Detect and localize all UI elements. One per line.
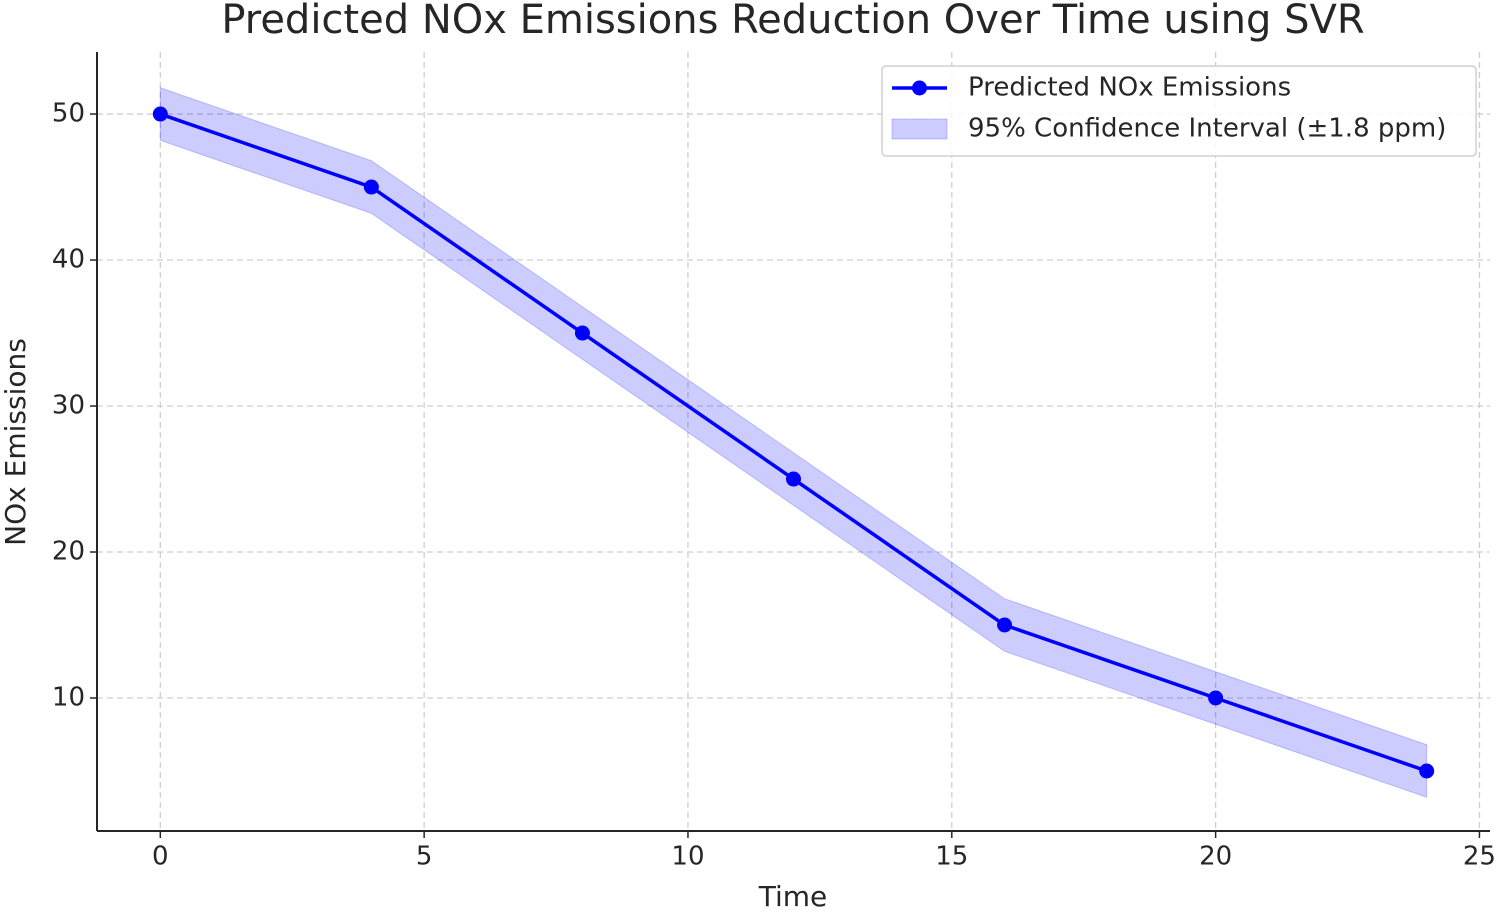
- x-tick-label: 25: [1463, 842, 1496, 872]
- y-tick-label: 30: [52, 391, 85, 421]
- x-tick-label: 15: [935, 842, 968, 872]
- y-tick-label: 20: [52, 537, 85, 567]
- legend-frame: [881, 65, 1477, 157]
- confidence-band: [159, 87, 1428, 798]
- data-point: [363, 179, 379, 195]
- x-tick-label: 0: [152, 842, 169, 872]
- x-tick-label: 5: [416, 842, 433, 872]
- y-axis-label: NOx Emissions: [0, 338, 32, 546]
- x-axis-label: Time: [758, 880, 828, 913]
- legend-label: Predicted NOx Emissions: [968, 73, 1291, 103]
- x-tick-label: 20: [1199, 842, 1232, 872]
- series-line: [159, 112, 1428, 773]
- data-point: [997, 617, 1013, 633]
- legend-label: 95% Confidence Interval (±1.8 ppm): [968, 114, 1446, 144]
- y-tick-label: 10: [52, 683, 85, 713]
- legend-marker: [912, 80, 927, 96]
- y-tick-label: 50: [52, 99, 85, 129]
- data-point: [574, 325, 590, 341]
- chart-title: Predicted NOx Emissions Reduction Over T…: [221, 0, 1364, 43]
- x-tick-label: 10: [671, 842, 704, 872]
- legend: Predicted NOx Emissions 95% Confidence In…: [881, 65, 1477, 157]
- data-point: [152, 106, 168, 122]
- y-tick-label: 40: [52, 245, 85, 275]
- data-point: [786, 471, 801, 487]
- legend-swatch: [891, 118, 948, 140]
- data-point: [1208, 690, 1224, 706]
- data-point: [1419, 763, 1435, 779]
